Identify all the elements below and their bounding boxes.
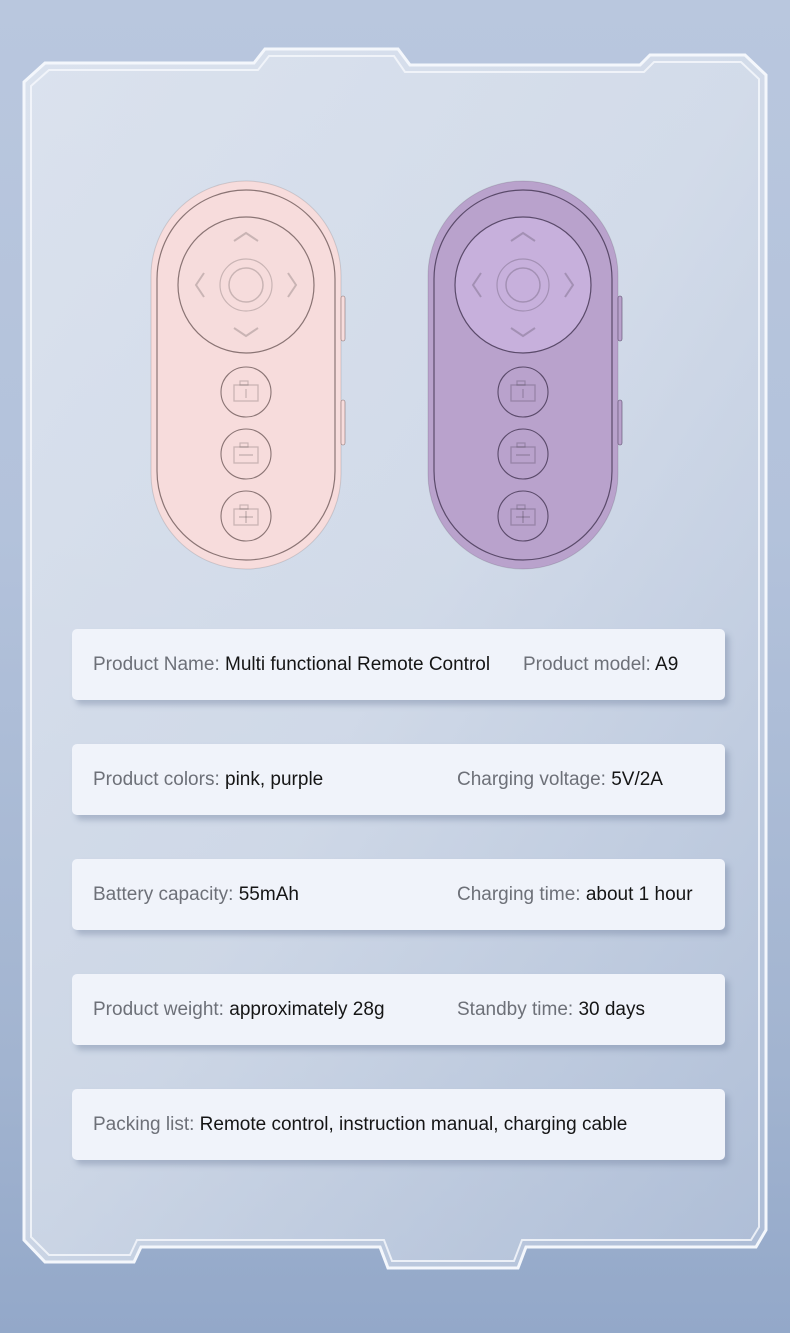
camera-top-icon [239, 504, 249, 510]
spec-battery-capacity: Battery capacity: 55mAh [93, 884, 299, 905]
center-button [219, 258, 273, 312]
round-button [497, 490, 549, 542]
spec-charging-voltage: Charging voltage: 5V/2A [457, 769, 663, 790]
arrow-up-icon [510, 231, 536, 242]
spec-standby-time: Standby time: 30 days [457, 999, 645, 1020]
camera-icon [510, 384, 536, 402]
spec-product-model: Product model: A9 [523, 654, 679, 675]
spec-packing-list: Packing list: Remote control, instructio… [93, 1114, 628, 1135]
spec-row-name-model: Product Name: Multi functional Remote Co… [72, 629, 725, 700]
side-button [340, 295, 346, 342]
camera-top-icon [239, 380, 249, 386]
arrow-up-icon [233, 231, 259, 242]
center-ring-icon [228, 267, 264, 303]
round-button [220, 366, 272, 418]
camera-top-icon [516, 442, 526, 448]
side-button [617, 399, 623, 446]
remote-face-outline [433, 189, 613, 561]
spec-product-name: Product Name: Multi functional Remote Co… [93, 654, 491, 675]
camera-top-icon [516, 380, 526, 386]
arrow-left-icon [471, 272, 482, 298]
camera-top-icon [516, 504, 526, 510]
spec-row-weight-standby: Product weight: approximately 28g Standb… [72, 974, 725, 1045]
arrow-down-icon [510, 327, 536, 338]
spec-row-battery-time: Battery capacity: 55mAh Charging time: a… [72, 859, 725, 930]
camera-icon [233, 446, 259, 464]
dpad [177, 216, 315, 354]
center-ring-icon [505, 267, 541, 303]
spec-product-weight: Product weight: approximately 28g [93, 999, 385, 1020]
dpad [454, 216, 592, 354]
arrow-left-icon [194, 272, 205, 298]
side-button [617, 295, 623, 342]
arrow-down-icon [233, 327, 259, 338]
round-button [220, 490, 272, 542]
arrow-right-icon [564, 272, 575, 298]
camera-icon [510, 508, 536, 526]
remote-purple [427, 180, 623, 570]
round-button [497, 366, 549, 418]
camera-icon [510, 446, 536, 464]
camera-icon [233, 508, 259, 526]
center-button [496, 258, 550, 312]
side-button [340, 399, 346, 446]
round-button [497, 428, 549, 480]
spec-row-packing-list: Packing list: Remote control, instructio… [72, 1089, 725, 1160]
arrow-right-icon [287, 272, 298, 298]
round-button [220, 428, 272, 480]
spec-charging-time: Charging time: about 1 hour [457, 884, 693, 905]
remote-pink [150, 180, 346, 570]
camera-icon [233, 384, 259, 402]
spec-product-colors: Product colors: pink, purple [93, 769, 324, 790]
remote-face-outline [156, 189, 336, 561]
camera-top-icon [239, 442, 249, 448]
spec-row-colors-voltage: Product colors: pink, purple Charging vo… [72, 744, 725, 815]
